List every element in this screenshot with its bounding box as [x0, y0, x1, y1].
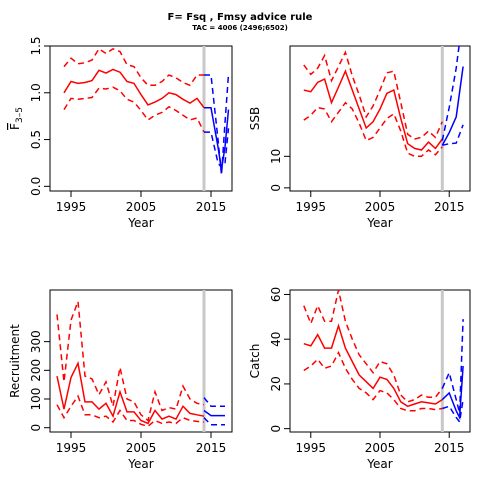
recruitment-series-forecast-lower	[203, 417, 225, 426]
f35-xlabel: Year	[127, 216, 153, 230]
catch-ytick-label: 0	[269, 425, 283, 433]
catch-xtick-label: 2005	[365, 441, 396, 455]
figure-title: F= Fsq , Fmsy advice rule	[168, 12, 313, 23]
catch-series-historic-estimate	[303, 323, 443, 408]
recruitment-series-historic-upper	[56, 301, 205, 422]
ssb-series-forecast-lower	[442, 124, 464, 147]
f35-series-historic-lower	[63, 86, 205, 133]
ssb-ylabel: SSB	[248, 107, 262, 130]
f35-ylabel: F3–5	[8, 107, 25, 130]
f35-xtick-label: 1995	[56, 200, 87, 214]
catch-xtick-label: 2015	[434, 441, 465, 455]
ssb-series-forecast-estimate	[441, 66, 464, 146]
recruitment-ylabel: Recruitment	[8, 324, 22, 398]
panel-recruitment: 1995 2005 2015 0 100 200 300 Year Recruitment	[8, 289, 233, 471]
catch-ytick-label: 40	[269, 332, 283, 347]
catch-series-historic-lower	[303, 350, 443, 412]
ssb-series-forecast-upper	[441, 46, 460, 141]
catch-ylabel: Catch	[248, 344, 262, 379]
ssb-ytick-label: 10	[269, 149, 283, 164]
recruitment-xtick-label: 1995	[56, 441, 87, 455]
recruitment-ytick-label: 200	[29, 359, 43, 382]
ssb-ytick-label: 0	[269, 184, 283, 192]
catch-series-forecast-lower	[442, 399, 464, 424]
ssb-series-historic-lower	[303, 101, 443, 158]
catch-xtick-label: 1995	[295, 441, 326, 455]
ssb-series-historic-estimate	[303, 69, 443, 151]
catch-series-forecast-upper	[441, 319, 464, 414]
ssb-xtick-label: 2005	[365, 200, 396, 214]
recruitment-xtick-label: 2015	[196, 441, 227, 455]
panel-f35: 1995 2005 2015 0.0 0.5 1.0 1.5 Year F3–5	[8, 36, 233, 230]
recruitment-series-historic-estimate	[56, 360, 205, 425]
f35-ytick-label: 1.0	[29, 83, 43, 102]
f35-ytick-label: 0.0	[29, 177, 43, 196]
f35-series-forecast-upper	[204, 74, 230, 176]
recruitment-ytick-label: 0	[29, 424, 43, 432]
f35-xtick-label: 2015	[196, 200, 227, 214]
ssb-series-historic-upper	[303, 50, 443, 140]
recruitment-xtick-label: 2005	[126, 441, 157, 455]
recruitment-series-historic-lower	[56, 394, 205, 428]
f35-ytick-label: 1.5	[29, 36, 43, 55]
f35-series-forecast-lower	[204, 128, 230, 169]
panel-catch: 1995 2005 2015 0 20 40 60 Year Catch	[248, 287, 471, 471]
f35-series-historic-upper	[63, 47, 204, 87]
panel-ssb: 1995 2005 2015 0 10 Year SSB	[248, 45, 471, 230]
catch-ytick-label: 20	[269, 376, 283, 391]
catch-series-historic-upper	[303, 290, 443, 403]
catch-xlabel: Year	[366, 457, 392, 471]
f35-xtick-label: 2005	[126, 200, 157, 214]
f35-ytick-label: 0.5	[29, 130, 43, 149]
f35-series-historic-estimate	[63, 68, 205, 109]
ssb-xtick-label: 1995	[295, 200, 326, 214]
recruitment-ytick-label: 100	[29, 388, 43, 411]
recruitment-xlabel: Year	[127, 457, 153, 471]
recruitment-series-forecast-upper	[203, 397, 225, 407]
ssb-xtick-label: 2015	[434, 200, 465, 214]
ssb-xlabel: Year	[366, 216, 392, 230]
recruitment-series-forecast-estimate	[203, 409, 225, 417]
recruitment-ytick-label: 300	[29, 330, 43, 353]
figure-subtitle: TAC = 4006 (2496;6502)	[192, 24, 288, 32]
catch-ytick-label: 60	[269, 287, 283, 302]
